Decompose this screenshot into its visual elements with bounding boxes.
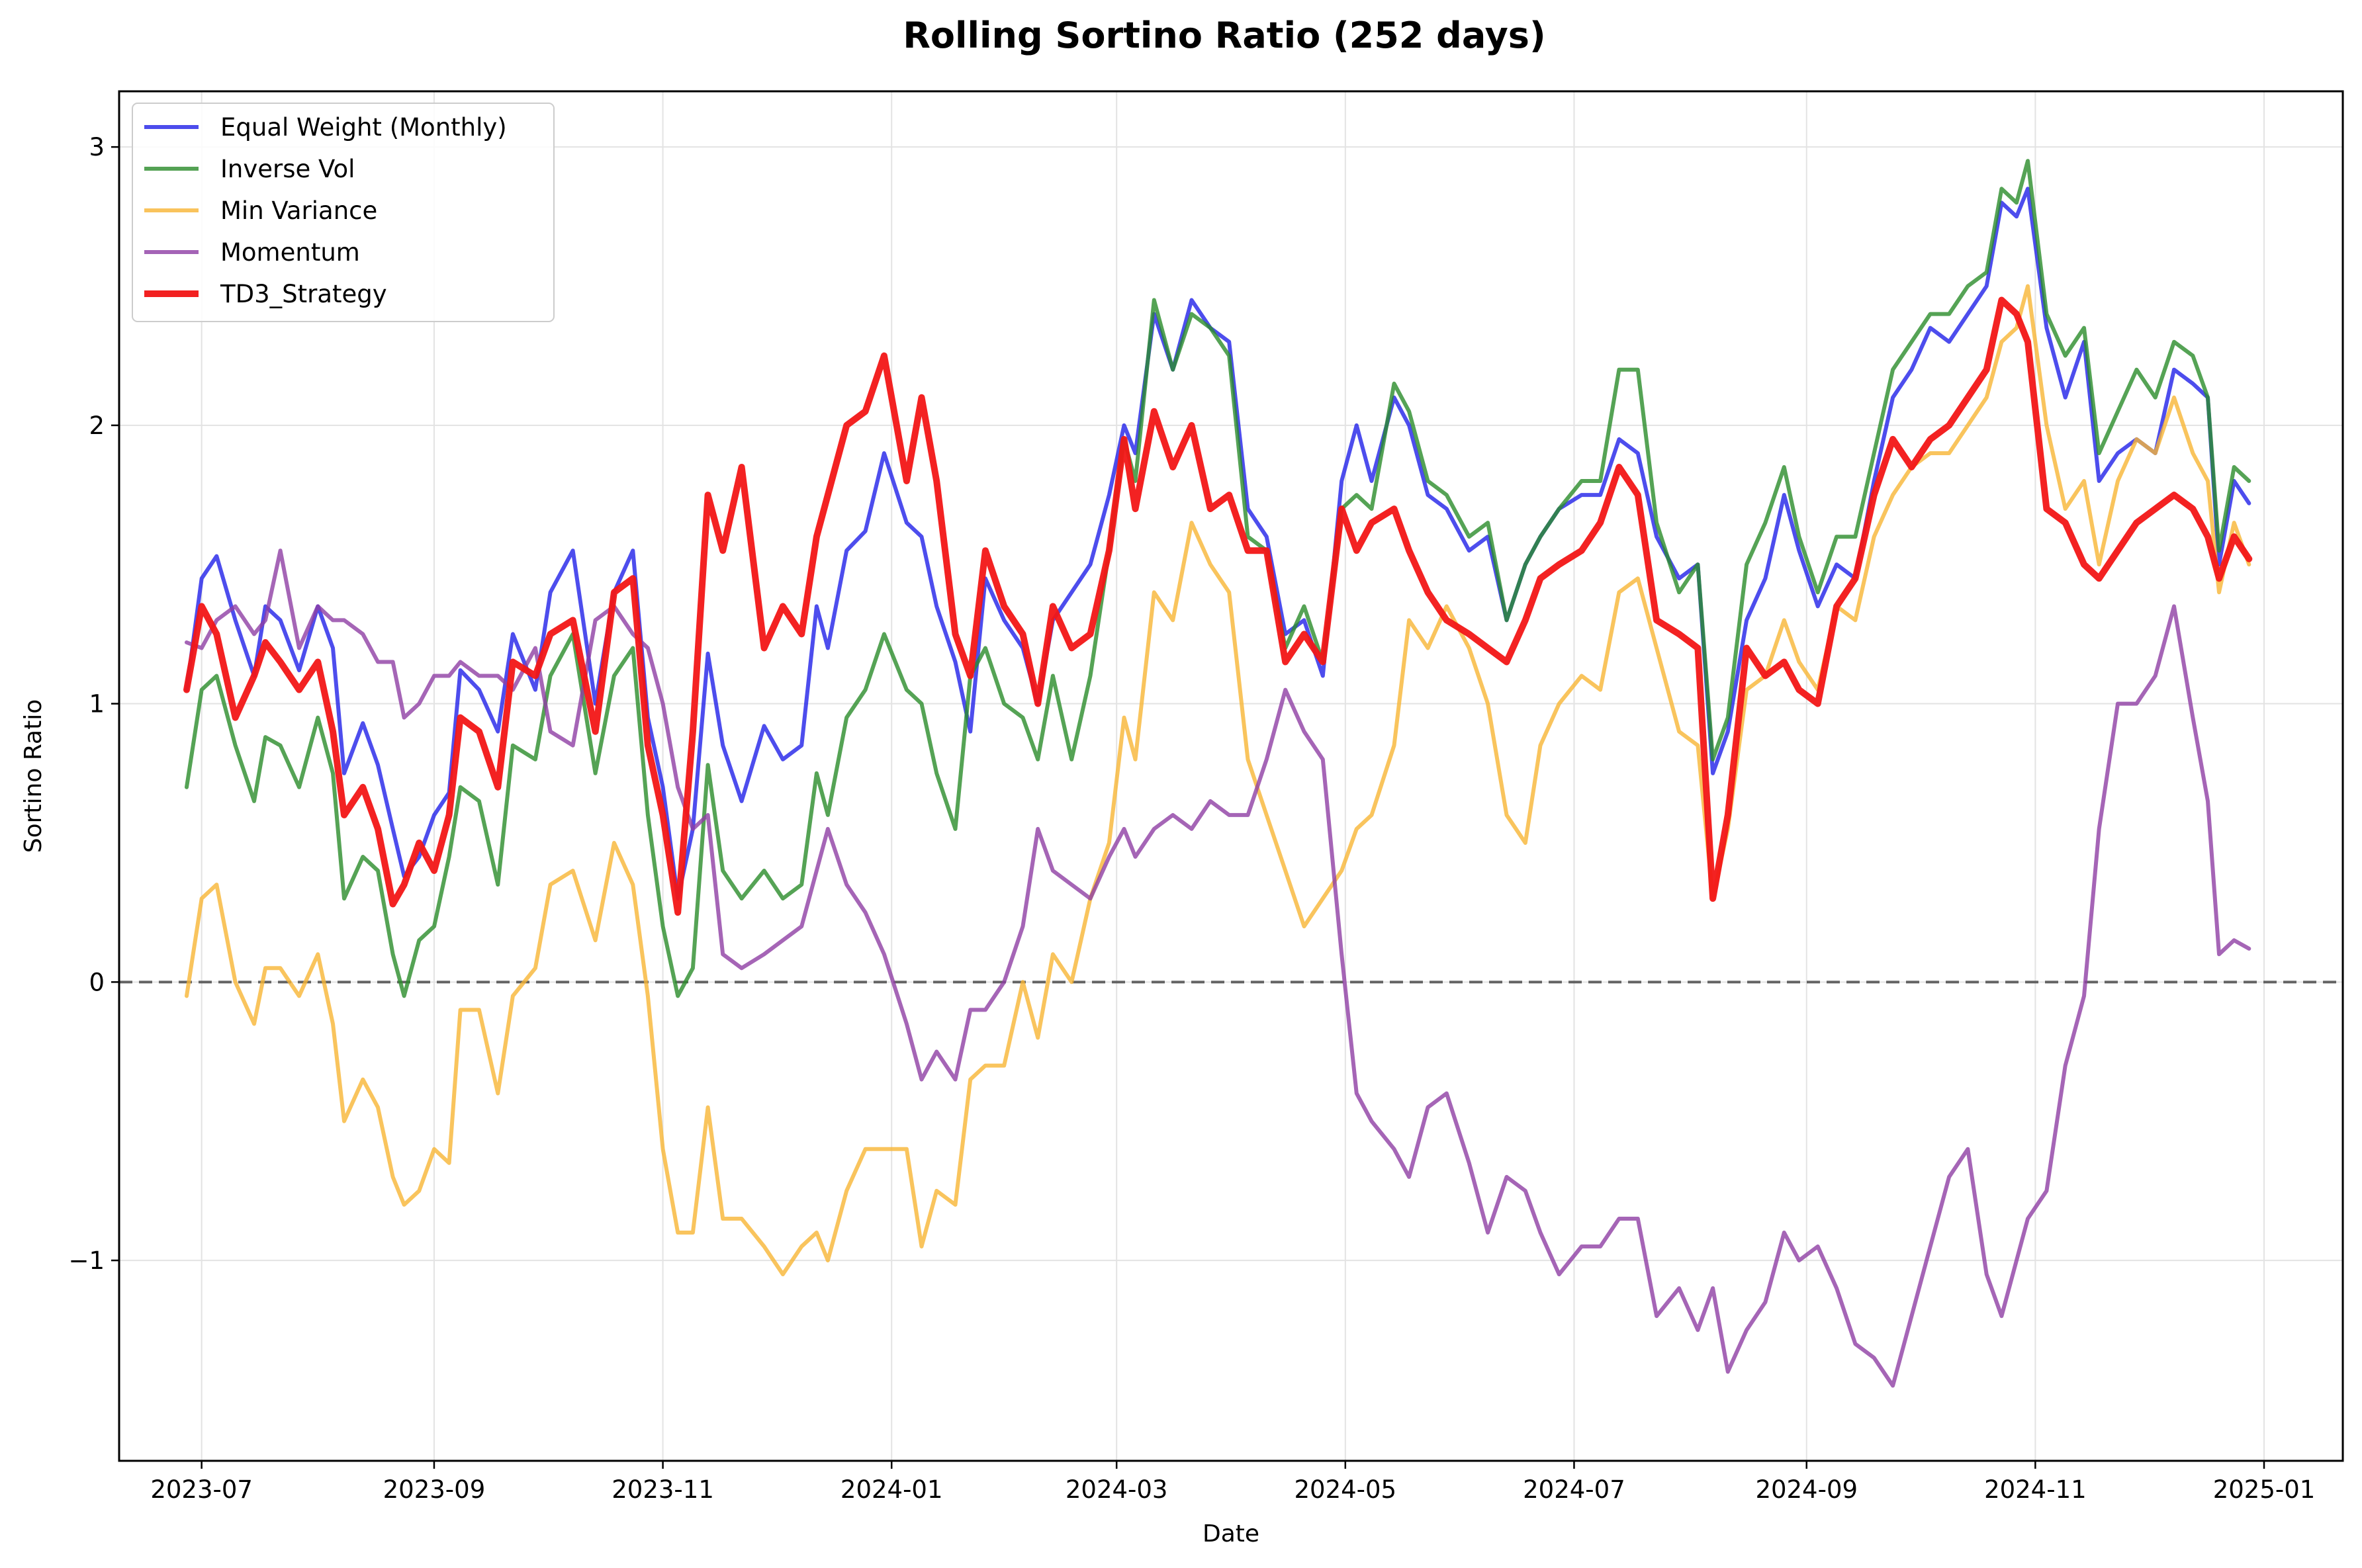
x-tick-label: 2024-09 xyxy=(1755,1475,1858,1504)
y-tick-label: 1 xyxy=(89,690,105,719)
x-axis-ticks: 2023-07 2023-09 2023-11 2024-01 2024-03 2024-… xyxy=(150,1461,2315,1504)
y-tick-label: 0 xyxy=(89,968,105,996)
x-tick-label: 2024-03 xyxy=(1066,1475,1168,1504)
series-line-equal-weight-monthly xyxy=(185,187,2251,901)
chart-title: Rolling Sortino Ratio (252 days) xyxy=(903,15,1545,56)
legend-box xyxy=(132,103,555,322)
legend-label-min-variance: Min Variance xyxy=(220,196,377,225)
x-tick-label: 2023-09 xyxy=(383,1475,486,1504)
legend-label-momentum: Momentum xyxy=(220,238,360,267)
legend: Equal Weight (Monthly) Inverse Vol Min Var… xyxy=(132,103,555,322)
legend-label-equal-weight-monthly: Equal Weight (Monthly) xyxy=(220,113,507,142)
y-tick-label: 3 xyxy=(89,133,105,161)
x-axis-label: Date xyxy=(1203,1520,1259,1547)
series-lines xyxy=(183,159,2253,1388)
legend-label-td3-strategy: TD3_Strategy xyxy=(220,280,387,308)
x-tick-label: 2024-01 xyxy=(840,1475,943,1504)
plot-area-frame xyxy=(118,90,2344,1462)
x-tick-label: 2025-01 xyxy=(2213,1475,2316,1504)
x-tick-label: 2023-11 xyxy=(612,1475,714,1504)
x-tick-label: 2024-05 xyxy=(1295,1475,1397,1504)
y-tick-label: −1 xyxy=(68,1246,105,1275)
x-tick-label: 2024-11 xyxy=(1984,1475,2087,1504)
series-line-momentum xyxy=(185,548,2251,1388)
y-axis-label: Sortino Ratio xyxy=(20,699,47,853)
x-tick-label: 2024-07 xyxy=(1523,1475,1625,1504)
legend-label-inverse-vol: Inverse Vol xyxy=(220,155,355,183)
x-tick-label: 2023-07 xyxy=(150,1475,253,1504)
grid-lines xyxy=(119,91,2343,1461)
y-axis-ticks: −1 0 1 2 3 xyxy=(68,133,119,1275)
series-line-td3-strategy xyxy=(183,296,2253,916)
y-tick-label: 2 xyxy=(89,412,105,440)
series-line-inverse-vol xyxy=(185,159,2251,998)
